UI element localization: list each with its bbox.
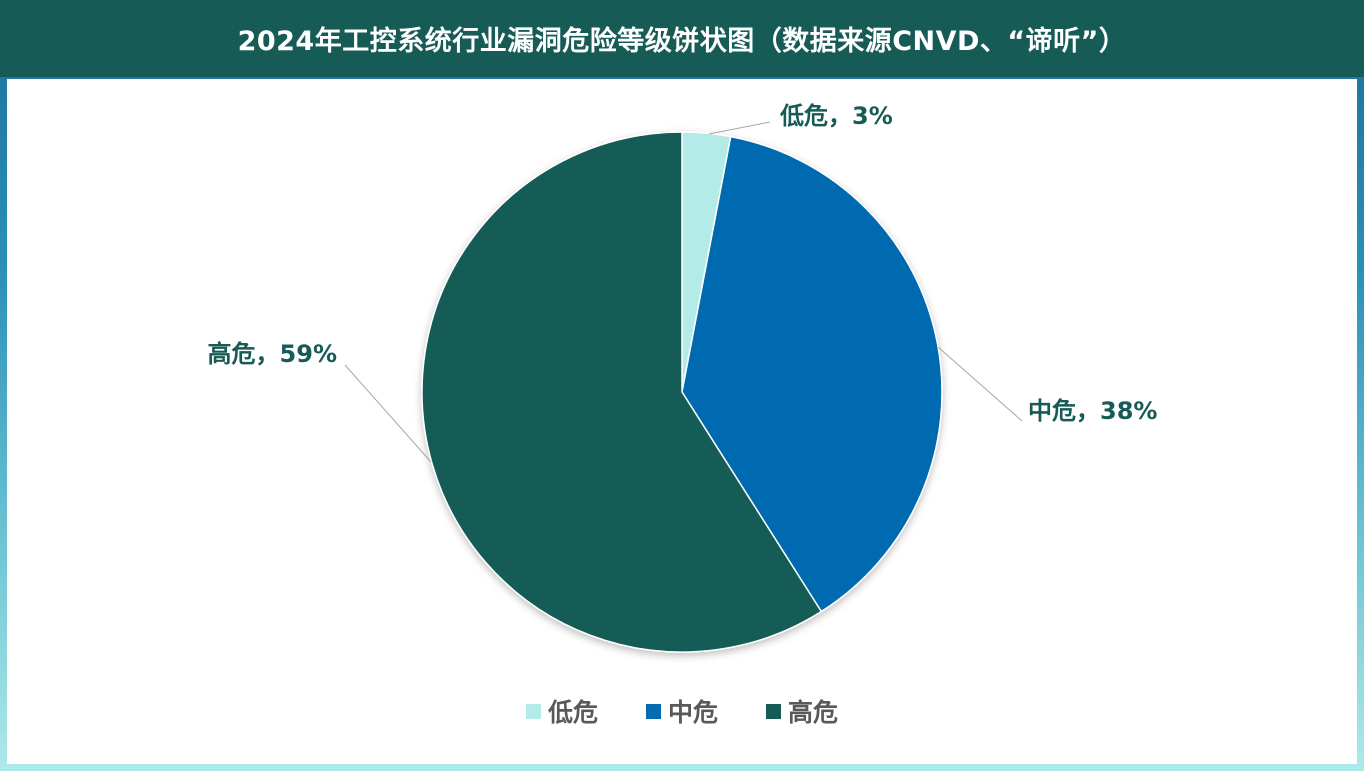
pie-slice bbox=[421, 131, 823, 653]
legend-label: 高危 bbox=[788, 698, 839, 727]
chart-header: 2024年工控系统行业漏洞危险等级饼状图（数据来源CNVD、“谛听”） bbox=[0, 0, 1364, 77]
legend-item: 高危 bbox=[766, 693, 838, 729]
legend-label: 中危 bbox=[667, 698, 718, 727]
legend-item: 低危 bbox=[525, 693, 598, 729]
data-label: 中危，38% bbox=[1028, 397, 1157, 425]
leader-line bbox=[708, 121, 771, 135]
leader-line bbox=[937, 346, 1023, 422]
data-label: 高危，59% bbox=[208, 340, 337, 368]
pie-slice bbox=[681, 135, 943, 613]
chart-legend: 低危 中危 高危 bbox=[7, 693, 1357, 729]
legend-swatch bbox=[525, 703, 541, 719]
legend-swatch bbox=[766, 703, 781, 719]
leader-line bbox=[344, 364, 432, 463]
chart-title: 2024年工控系统行业漏洞危险等级饼状图（数据来源CNVD、“谛听”） bbox=[237, 26, 1127, 57]
legend-item: 中危 bbox=[645, 693, 718, 729]
data-label: 低危，3% bbox=[779, 102, 893, 130]
legend-swatch bbox=[645, 703, 661, 719]
chart-panel: 低危，3% 中危，38% 高危，59% 低危 中危 高危 bbox=[7, 79, 1357, 764]
pie-chart: 低危，3% 中危，38% 高危，59% bbox=[208, 102, 1157, 653]
legend-label: 低危 bbox=[547, 698, 598, 727]
